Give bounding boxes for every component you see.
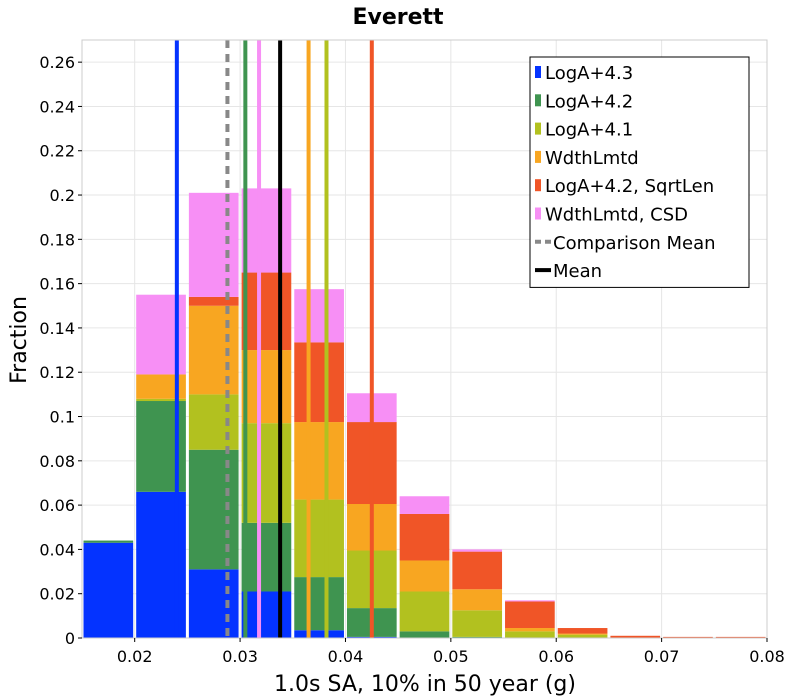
legend-swatch-3: [535, 150, 541, 163]
bar-bin-4-series-2: [294, 499, 344, 578]
bar-bin-3-series-3: [241, 350, 292, 424]
bar-bin-9-series-3: [557, 633, 608, 635]
y-tick-label-4: 0.08: [39, 452, 75, 471]
bar-bin-3-series-0: [241, 591, 292, 638]
legend-label-7: Mean: [553, 261, 602, 282]
bar-bin-4-series-0: [294, 630, 344, 638]
legend-label-4: LogA+4.2, SqrtLen: [545, 176, 714, 197]
bar-bin-2-series-0: [188, 569, 239, 638]
y-tick-label-9: 0.18: [39, 230, 75, 249]
y-tick-label-3: 0.06: [39, 496, 75, 515]
legend-swatch-5: [535, 207, 541, 220]
x-axis-ticks: 0.02 0.03 0.04 0.05 0.06 0.07 0.08: [117, 638, 785, 666]
y-tick-label-13: 0.26: [39, 53, 75, 72]
bar-bin-11-series-4: [663, 636, 713, 638]
bar-bin-8-series-4: [505, 601, 555, 629]
bar-bin-8-series-3: [505, 628, 555, 632]
bar-bin-4-series-1: [294, 577, 344, 631]
bar-bin-9-series-2: [557, 634, 608, 638]
legend-label-1: LogA+4.2: [545, 91, 633, 112]
legend-label-5: WdthLmtd, CSD: [545, 205, 688, 226]
x-tick-label-4: 0.06: [538, 647, 574, 666]
y-tick-label-0: 0: [65, 629, 75, 648]
bar-bin-6-series-4: [399, 513, 450, 561]
y-axis-ticks: 0 0.02 0.04 0.06 0.08 0.1 0.12 0.14 0.16 0.18 0.2 0…: [39, 53, 82, 648]
y-tick-label-11: 0.22: [39, 142, 75, 161]
bar-bin-6-series-5: [399, 496, 450, 514]
y-tick-label-8: 0.16: [39, 275, 75, 294]
bar-bin-4-series-5: [294, 289, 344, 343]
legend-swatch-1: [535, 94, 541, 107]
bar-bin-2-series-5: [188, 192, 239, 297]
legend-box: [529, 56, 750, 288]
chart-title: Everett: [352, 5, 444, 30]
y-tick-label-1: 0.02: [39, 585, 75, 604]
x-tick-label-3: 0.05: [433, 647, 469, 666]
bar-bin-7-series-4: [452, 551, 503, 590]
bar-bin-7-series-5: [452, 549, 503, 552]
legend-label-0: LogA+4.3: [545, 63, 633, 84]
legend-swatch-2: [535, 122, 541, 135]
bar-bin-6-series-2: [399, 591, 450, 632]
bar-bin-8-series-5: [505, 600, 555, 602]
bar-bin-2-series-1: [188, 449, 239, 570]
bar-bin-4-series-4: [294, 342, 344, 423]
bar-bin-4-series-3: [294, 422, 344, 500]
x-tick-label-2: 0.04: [328, 647, 364, 666]
x-tick-label-5: 0.07: [644, 647, 680, 666]
bar-bin-6-series-3: [399, 560, 450, 592]
y-axis-label: Fraction: [7, 296, 32, 384]
plot-frame: [81, 39, 768, 639]
bar-bin-0-series-0: [83, 542, 134, 638]
bar-bin-12-series-4: [715, 636, 766, 638]
bar-bin-2-series-4: [188, 296, 239, 306]
legend-label-3: WdthLmtd: [545, 148, 639, 169]
x-axis-label: 1.0s SA, 10% in 50 year (g): [274, 672, 576, 697]
bar-bin-8-series-2: [505, 631, 555, 638]
bar-bin-2-series-3: [188, 305, 239, 395]
legend-swatch-0: [535, 66, 541, 78]
y-tick-label-6: 0.12: [39, 363, 75, 382]
legend-swatch-4: [535, 179, 541, 192]
x-tick-label-6: 0.08: [749, 647, 785, 666]
bar-bin-6-series-1: [399, 631, 450, 638]
bar-bin-3-series-1: [241, 522, 292, 592]
bar-bin-3-series-5: [241, 188, 292, 273]
x-tick-label-1: 0.03: [222, 647, 258, 666]
bar-bin-0-series-1: [83, 540, 134, 543]
y-tick-label-12: 0.24: [39, 97, 75, 116]
x-tick-label-0: 0.02: [117, 647, 153, 666]
y-tick-label-2: 0.04: [39, 540, 75, 559]
legend-label-2: LogA+4.1: [545, 120, 633, 141]
mean-lines: [174, 40, 374, 638]
bar-bin-7-series-1: [452, 636, 503, 638]
bar-bin-3-series-4: [241, 272, 292, 351]
bars: [83, 188, 766, 638]
bar-bin-9-series-4: [557, 628, 608, 634]
bar-bin-2-series-2: [188, 394, 239, 450]
bar-bin-3-series-2: [241, 423, 292, 523]
legend: LogA+4.3 LogA+4.2 LogA+4.1 WdthLmtd LogA+4.2…: [529, 56, 750, 288]
y-tick-label-10: 0.2: [50, 186, 75, 205]
bar-bin-7-series-3: [452, 589, 503, 611]
bar-bin-7-series-2: [452, 610, 503, 637]
bar-bin-10-series-4: [610, 635, 661, 638]
y-tick-label-5: 0.1: [50, 408, 75, 427]
bar-bin-1-series-2: [136, 398, 186, 402]
legend-label-6: Comparison Mean: [553, 233, 716, 254]
y-tick-label-7: 0.14: [39, 319, 75, 338]
